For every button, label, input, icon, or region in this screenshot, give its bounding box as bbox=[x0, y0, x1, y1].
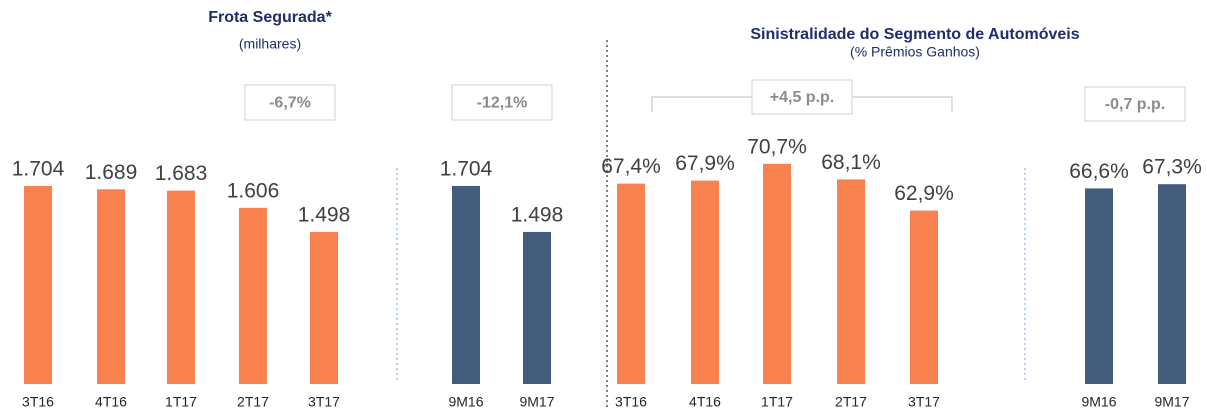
bar bbox=[167, 190, 195, 384]
bar bbox=[310, 231, 338, 384]
bar bbox=[239, 207, 267, 384]
value-label: 67,9% bbox=[675, 152, 735, 175]
value-label: 70,7% bbox=[747, 135, 807, 158]
x-tick-label: 9M17 bbox=[1154, 394, 1189, 410]
x-tick-label: 3T16 bbox=[22, 394, 54, 410]
annotation-box bbox=[244, 84, 336, 121]
annotation-box bbox=[1084, 86, 1186, 122]
annotation: +4,5 p.p. bbox=[770, 89, 834, 106]
bar bbox=[1085, 188, 1113, 384]
x-tick-label: 2T17 bbox=[237, 394, 269, 410]
annotation: -0,7 p.p. bbox=[1105, 96, 1165, 113]
value-label: 1.683 bbox=[155, 162, 208, 185]
bar bbox=[617, 183, 645, 384]
x-tick-label: 4T16 bbox=[95, 394, 127, 410]
bar bbox=[523, 231, 551, 384]
value-label: 1.498 bbox=[511, 203, 564, 226]
x-tick-label: 4T16 bbox=[689, 394, 721, 410]
value-label: 1.704 bbox=[440, 157, 493, 180]
bar bbox=[910, 210, 938, 384]
value-label: 67,4% bbox=[601, 155, 661, 178]
x-tick-label: 3T17 bbox=[308, 394, 340, 410]
x-tick-label: 2T17 bbox=[835, 394, 867, 410]
annotation-box bbox=[451, 84, 553, 121]
x-tick-label: 3T16 bbox=[615, 394, 647, 410]
chart-subtitle: (% Prêmios Ganhos) bbox=[850, 44, 980, 60]
x-tick-label: 1T17 bbox=[761, 394, 793, 410]
chart-subtitle: (milhares) bbox=[239, 36, 301, 52]
bar bbox=[837, 179, 865, 384]
value-label: 67,3% bbox=[1142, 156, 1202, 179]
value-label: 1.704 bbox=[12, 157, 65, 180]
value-label: 68,1% bbox=[821, 151, 881, 174]
x-tick-label: 9M17 bbox=[519, 394, 554, 410]
x-tick-label: 9M16 bbox=[1081, 394, 1116, 410]
value-label: 1.606 bbox=[227, 179, 280, 202]
bar bbox=[97, 189, 125, 384]
chart-title: Sinistralidade do Segmento de Automóveis bbox=[750, 26, 1079, 43]
x-tick-label: 1T17 bbox=[165, 394, 197, 410]
x-tick-label: 9M16 bbox=[448, 394, 483, 410]
bar bbox=[1158, 184, 1186, 384]
value-label: 62,9% bbox=[894, 182, 954, 205]
bar bbox=[24, 185, 52, 384]
annotation: -12,1% bbox=[477, 95, 528, 112]
bar bbox=[452, 185, 480, 384]
x-tick-label: 3T17 bbox=[908, 394, 940, 410]
chart-title: Frota Segurada* bbox=[208, 9, 332, 26]
annotation: -6,7% bbox=[269, 95, 311, 112]
bar bbox=[691, 180, 719, 384]
bar bbox=[763, 163, 791, 384]
annotation-box bbox=[751, 79, 853, 115]
value-label: 1.498 bbox=[298, 203, 351, 226]
value-label: 1.689 bbox=[85, 161, 138, 184]
value-label: 66,6% bbox=[1069, 160, 1129, 183]
